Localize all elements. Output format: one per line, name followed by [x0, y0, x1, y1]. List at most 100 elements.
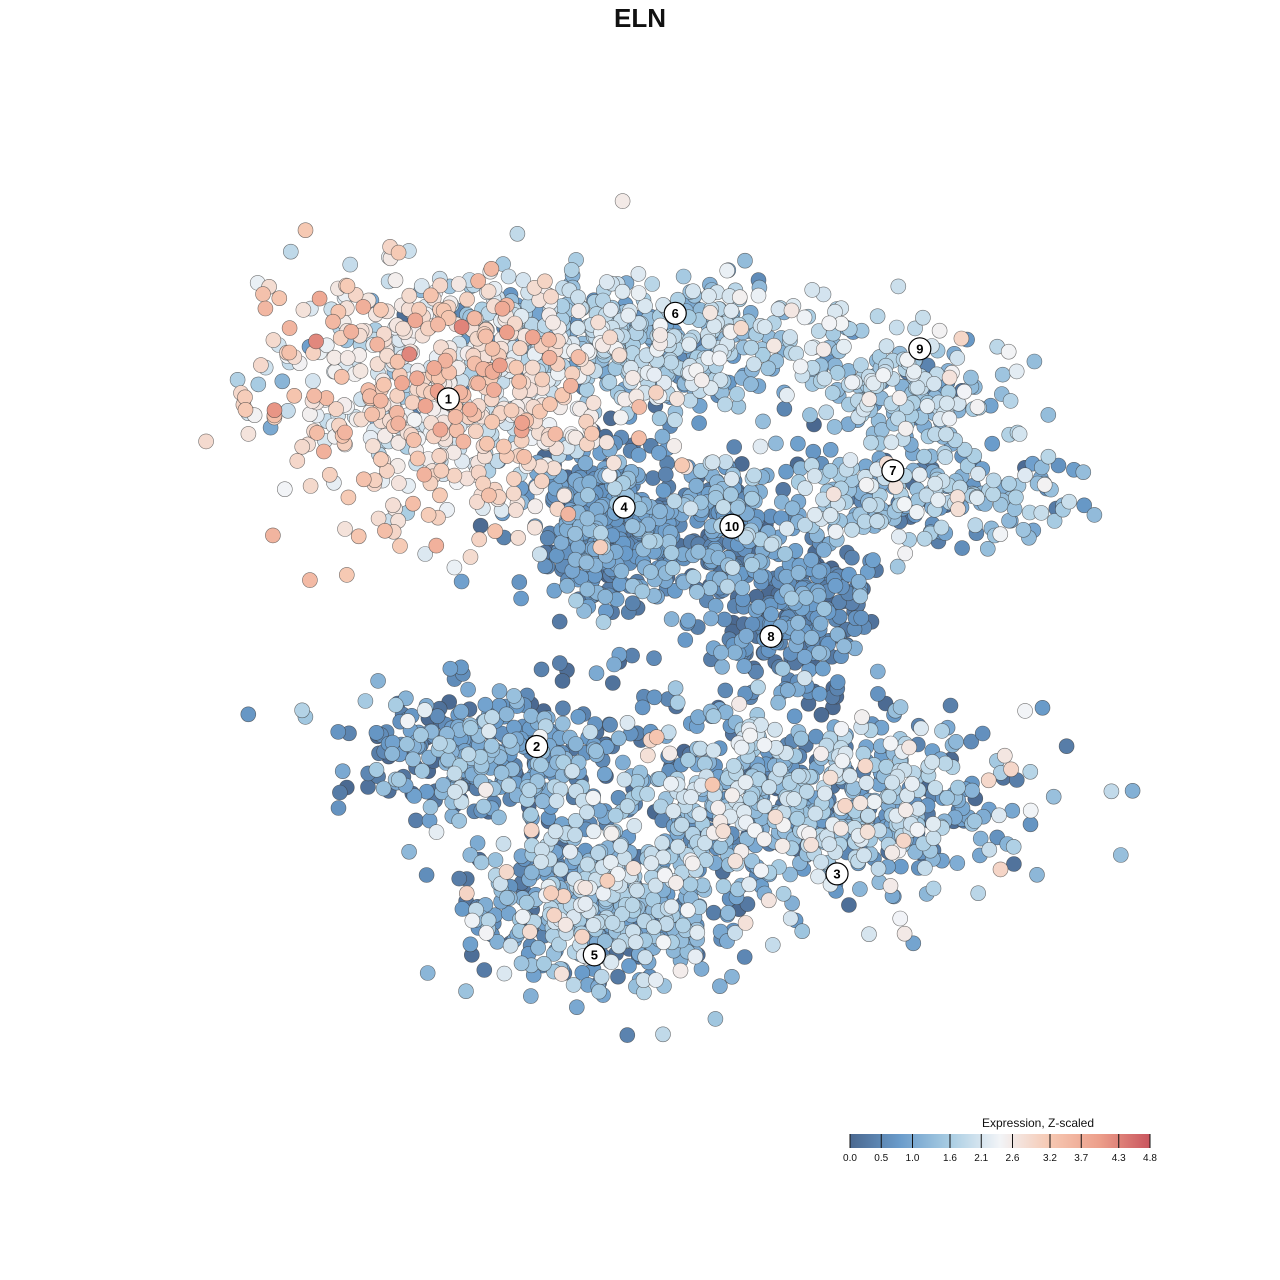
cell-point — [723, 302, 740, 319]
cell-point — [833, 721, 850, 737]
cell-point — [768, 435, 784, 452]
cell-point — [585, 917, 602, 933]
cell-point — [1017, 703, 1033, 719]
cell-point — [811, 563, 828, 580]
cell-point — [567, 525, 583, 542]
cell-point — [506, 471, 522, 487]
cell-point — [537, 273, 553, 290]
cell-point — [522, 923, 538, 940]
cell-point — [294, 702, 310, 719]
cell-point — [601, 374, 618, 390]
cell-point — [375, 376, 392, 393]
cell-point — [576, 603, 592, 619]
cell-point — [534, 793, 551, 809]
cell-point — [274, 373, 291, 390]
cell-point — [897, 802, 914, 818]
cell-point — [543, 288, 559, 305]
cell-point — [930, 492, 947, 508]
cluster-label-4: 4 — [612, 495, 636, 519]
cell-point — [979, 540, 996, 557]
cell-point — [941, 410, 958, 427]
cell-point — [1000, 343, 1017, 360]
cell-point — [634, 699, 651, 716]
cell-point — [514, 908, 531, 925]
cell-point — [588, 743, 604, 759]
cell-point — [896, 496, 913, 513]
cell-point — [280, 402, 296, 419]
cell-point — [786, 708, 803, 725]
cell-point — [1003, 761, 1019, 778]
cell-point — [585, 395, 602, 411]
cell-point — [1045, 788, 1062, 805]
cell-point — [794, 923, 811, 940]
cell-point — [624, 595, 641, 612]
cell-point — [619, 798, 636, 815]
cell-point — [639, 786, 656, 802]
cell-point — [733, 320, 749, 336]
cell-point — [507, 502, 524, 518]
legend-title: Expression, Z-scaled — [982, 1116, 1094, 1130]
cell-point — [559, 577, 576, 594]
cell-point — [684, 855, 701, 872]
cell-point — [405, 751, 421, 768]
cell-point — [605, 455, 622, 471]
cell-point — [584, 425, 600, 442]
cell-point — [602, 329, 618, 346]
cell-point — [670, 838, 686, 855]
cell-point — [637, 949, 654, 966]
cell-point — [1001, 475, 1017, 492]
cell-point — [786, 791, 802, 807]
cell-point — [937, 449, 954, 465]
cell-point — [330, 800, 347, 816]
cell-point — [1002, 393, 1019, 409]
svg-text:8: 8 — [767, 629, 774, 644]
cell-point — [428, 824, 445, 840]
cell-point — [390, 244, 407, 261]
cell-point — [701, 288, 717, 304]
cell-point — [510, 529, 526, 546]
cell-point — [602, 716, 618, 733]
cell-point — [858, 775, 875, 791]
cell-point — [630, 447, 647, 463]
cell-point — [556, 487, 573, 504]
cell-point — [858, 477, 875, 493]
cell-point — [630, 266, 647, 282]
cluster-label-8: 8 — [759, 624, 783, 648]
cell-point — [392, 538, 408, 554]
cell-point — [667, 680, 684, 697]
cell-point — [639, 747, 656, 764]
cell-point — [742, 790, 759, 807]
cell-point — [577, 455, 594, 472]
cell-point — [1075, 464, 1092, 481]
cell-point — [579, 510, 596, 527]
cell-point — [734, 580, 751, 596]
cell-point — [985, 472, 1002, 489]
cell-point — [387, 697, 404, 713]
cell-point — [542, 396, 558, 413]
cell-point — [964, 782, 980, 799]
cell-point — [603, 825, 620, 842]
cell-point — [685, 569, 702, 585]
cell-point — [897, 420, 914, 437]
cell-point — [738, 628, 755, 644]
cell-point — [387, 272, 404, 289]
cell-point — [614, 193, 631, 209]
cell-point — [282, 243, 299, 260]
cell-point — [582, 724, 599, 740]
cell-point — [553, 966, 570, 982]
cell-point — [811, 686, 828, 702]
cell-point — [909, 379, 926, 396]
cell-point — [266, 402, 283, 419]
cell-point — [711, 350, 728, 367]
cell-point — [302, 478, 319, 494]
cell-point — [337, 424, 353, 441]
cell-point — [598, 434, 615, 451]
cell-point — [577, 880, 594, 896]
cell-point — [491, 809, 507, 826]
cell-point — [782, 329, 798, 345]
cell-point — [308, 333, 324, 350]
cell-point — [826, 419, 843, 435]
cell-point — [980, 772, 997, 789]
cell-point — [483, 737, 500, 754]
cell-point — [643, 855, 660, 872]
